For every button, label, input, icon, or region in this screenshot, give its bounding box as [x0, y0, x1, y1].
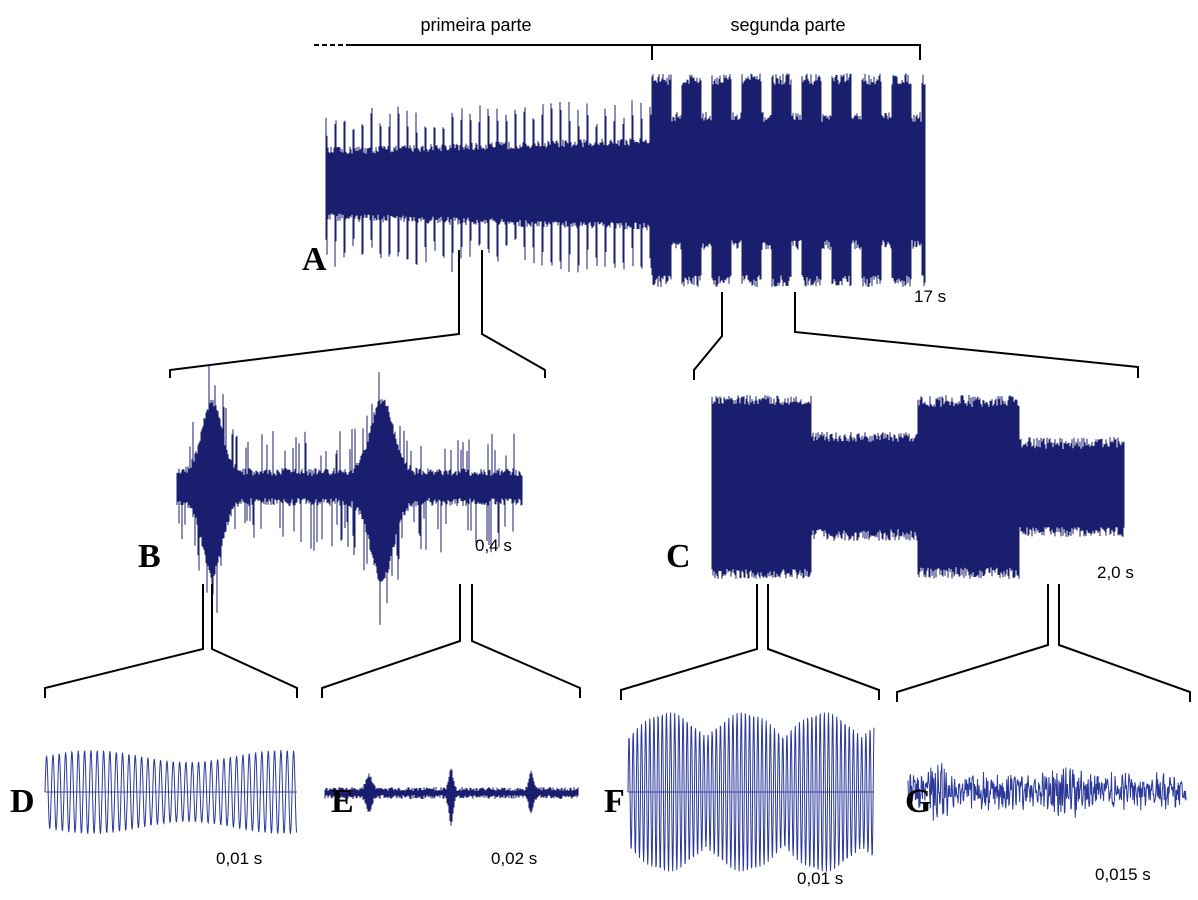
- oscillogram-f: [627, 712, 875, 872]
- zoom-connector-b-e: [321, 584, 581, 698]
- panel-letter-a: A: [302, 241, 327, 278]
- connector-right-arm: [767, 584, 880, 700]
- connector-right-arm: [211, 584, 298, 698]
- connector-left-arm: [169, 250, 460, 378]
- connector-right-arm: [794, 292, 1139, 378]
- connector-left-arm: [620, 584, 758, 700]
- bracket-top-line: [350, 44, 921, 60]
- waveform-f: [627, 712, 875, 872]
- waveform-e: [324, 768, 579, 826]
- time-scale-a: 17 s: [914, 287, 946, 306]
- zoom-connector-c-g: [896, 584, 1191, 702]
- connector-left-arm: [321, 584, 461, 698]
- panel-letter-b: B: [138, 538, 161, 575]
- panel-letter-g: G: [905, 783, 931, 820]
- panel-letter-c: C: [666, 538, 691, 575]
- zoom-connector-a-b: [169, 250, 546, 378]
- section-bracket: [314, 44, 921, 60]
- zoom-connector-c-f: [620, 584, 880, 700]
- oscillogram-d: [44, 750, 298, 834]
- zoom-connector-a-c: [693, 292, 1139, 380]
- waveform-a-second-part: [651, 73, 926, 287]
- time-scale-g: 0,015 s: [1095, 865, 1151, 884]
- connector-right-arm: [481, 250, 546, 378]
- panel-letter-e: E: [331, 783, 354, 820]
- waveform-g: [907, 763, 1187, 821]
- waveform-a-first-part: [325, 100, 653, 273]
- panel-letter-d: D: [10, 783, 35, 820]
- waveform-a: [325, 73, 926, 287]
- time-scale-c: 2,0 s: [1097, 563, 1134, 582]
- time-scale-b: 0,4 s: [475, 536, 512, 555]
- panel-letter-f: F: [604, 783, 625, 820]
- time-scale-f: 0,01 s: [797, 869, 843, 888]
- connector-left-arm: [44, 584, 204, 698]
- connector-left-arm: [896, 584, 1049, 702]
- waveform-b: [176, 364, 523, 625]
- section-label-second-part: segunda parte: [730, 15, 845, 35]
- time-scale-d: 0,01 s: [216, 849, 262, 868]
- connector-right-arm: [471, 584, 581, 698]
- zoom-connector-b-d: [44, 584, 298, 698]
- waveform-d: [44, 750, 298, 834]
- connector-left-arm: [693, 292, 723, 380]
- time-scale-e: 0,02 s: [491, 849, 537, 868]
- connector-right-arm: [1058, 584, 1191, 702]
- waveform-c: [711, 395, 1125, 579]
- section-label-first-part: primeira parte: [420, 15, 531, 35]
